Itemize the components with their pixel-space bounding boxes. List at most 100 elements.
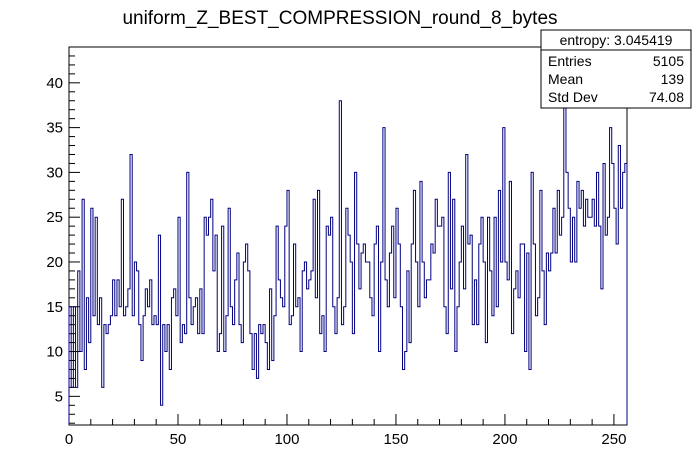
histogram-bin (176, 316, 178, 425)
y-tick-label: 20 (46, 254, 63, 271)
histogram-bin (570, 262, 572, 425)
histogram-bin (169, 369, 171, 425)
y-tick-label: 25 (46, 209, 63, 226)
histogram-bin (348, 235, 350, 425)
histogram-bin (588, 217, 590, 425)
histogram-bin (80, 352, 82, 425)
histogram-bin (559, 235, 561, 425)
histogram-bin (437, 226, 439, 425)
histogram-bin (359, 289, 361, 425)
histogram-bin (379, 352, 381, 425)
histogram-bin (544, 325, 546, 425)
histogram-bin (501, 262, 503, 425)
histogram-bin (605, 235, 607, 425)
histogram-bin (616, 244, 618, 425)
histogram-bin (394, 298, 396, 425)
x-axis: 0 50 100 150 200 250 (65, 414, 626, 448)
stats-label-mean: Mean (548, 71, 583, 87)
y-tick-label: 15 (46, 299, 63, 316)
histogram-bin (191, 325, 193, 425)
histogram-bin (84, 369, 86, 425)
histogram-bin (592, 199, 594, 425)
histogram-bin (335, 334, 337, 425)
histogram-bin (440, 226, 442, 425)
histogram-bin (156, 325, 158, 425)
histogram-bin (365, 262, 367, 425)
histogram-bin (402, 369, 404, 425)
histogram-bin (352, 334, 354, 425)
histogram-bin (267, 369, 269, 425)
stats-title: entropy: 3.045419 (560, 32, 673, 48)
histogram-bin (102, 387, 104, 425)
histogram-bin (450, 289, 452, 425)
histogram-bin (370, 298, 372, 425)
histogram-bin (455, 352, 457, 425)
histogram-bin (278, 280, 280, 425)
stats-box-frame (540, 29, 692, 109)
histogram-bin (213, 271, 215, 425)
histogram-bin (477, 325, 479, 425)
histogram-bin (198, 334, 200, 425)
histogram-bin (511, 334, 513, 425)
y-tick-label: 10 (46, 344, 63, 361)
histogram-bin (291, 316, 293, 425)
histogram-bin (76, 387, 78, 425)
histogram-bin (126, 307, 128, 425)
histogram-bin (535, 316, 537, 425)
histogram-bin (566, 172, 568, 425)
histogram-bin (372, 316, 374, 425)
histogram-bin (472, 325, 474, 425)
histogram-bin (468, 244, 470, 425)
histogram-bin (549, 271, 551, 425)
histogram-bin (161, 405, 163, 425)
x-tick-label: 100 (274, 431, 299, 448)
histogram-bins (69, 101, 627, 425)
x-tick-label: 250 (601, 431, 626, 448)
histogram-bin (93, 316, 95, 425)
histogram-bin (206, 235, 208, 425)
histogram-bin (108, 325, 110, 425)
histogram-bin (551, 253, 553, 425)
stats-value-mean: 139 (661, 71, 685, 87)
histogram-bin (97, 325, 99, 425)
histogram-bin (309, 280, 311, 425)
x-tick-label: 200 (492, 431, 517, 448)
histogram-bin (300, 352, 302, 425)
histogram-bin (623, 172, 625, 425)
histogram-bin (71, 387, 73, 425)
histogram-bin (202, 334, 204, 425)
x-tick-label: 50 (170, 431, 187, 448)
histogram-bin (272, 361, 274, 425)
histogram-bin (283, 307, 285, 425)
histogram-bin (387, 307, 389, 425)
histogram-bin (209, 217, 211, 425)
histogram-bin (152, 325, 154, 425)
histogram-bin (224, 352, 226, 425)
histogram-bin (424, 298, 426, 425)
histogram-bin (252, 369, 254, 425)
histogram-bin (409, 343, 411, 425)
histogram-bin (575, 262, 577, 425)
histogram-bin (141, 361, 143, 425)
histogram-bin (115, 316, 117, 425)
stats-label-stddev: Std Dev (548, 89, 598, 105)
histogram-bin (328, 235, 330, 425)
histogram-bin (119, 307, 121, 425)
histogram-bin (464, 289, 466, 425)
chart-title: uniform_Z_BEST_COMPRESSION_round_8_bytes (122, 8, 557, 29)
histogram-bin (89, 343, 91, 425)
histogram-bin (289, 325, 291, 425)
histogram-bin (496, 307, 498, 425)
histogram-bin (505, 262, 507, 425)
stats-value-entries: 5105 (653, 53, 684, 69)
histogram-bin (601, 289, 603, 425)
histogram-bin (132, 316, 134, 425)
histogram-bin (315, 298, 317, 425)
x-tick-label: 150 (383, 431, 408, 448)
histogram-bin (525, 352, 527, 425)
histogram-bin (579, 208, 581, 425)
histogram-outline (68, 100, 628, 425)
y-tick-label: 40 (46, 75, 63, 92)
histogram-bin (586, 199, 588, 425)
histogram-bin (620, 208, 622, 425)
